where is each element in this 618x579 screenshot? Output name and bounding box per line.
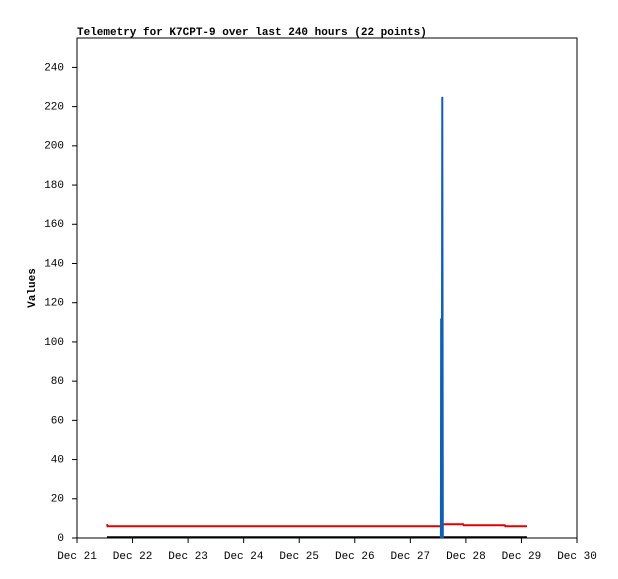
x-tick-label: Dec 30 [557, 551, 597, 563]
y-tick-label: 120 [44, 298, 64, 310]
y-tick-label: 240 [44, 62, 64, 74]
x-tick-label: Dec 26 [335, 551, 375, 563]
x-tick-label: Dec 25 [279, 551, 319, 563]
y-tick-label: 60 [51, 415, 64, 427]
y-tick-label: 140 [44, 258, 64, 270]
x-tick-label: Dec 22 [113, 551, 153, 563]
x-tick-label: Dec 27 [391, 551, 431, 563]
series-line [439, 96, 444, 539]
y-tick-label: 180 [44, 180, 64, 192]
x-tick-label: Dec 24 [224, 551, 264, 563]
x-tick-label: Dec 28 [446, 551, 486, 563]
y-tick-label: 200 [44, 141, 64, 153]
y-tick-label: 20 [51, 494, 64, 506]
x-tick-label: Dec 21 [57, 551, 97, 563]
y-axis-label: Values [27, 268, 39, 308]
x-tick-label: Dec 23 [168, 551, 208, 563]
y-tick-label: 0 [57, 533, 64, 545]
y-tick-label: 160 [44, 219, 64, 231]
y-tick-label: 220 [44, 102, 64, 114]
plot-frame [76, 37, 578, 539]
chart-title: Telemetry for K7CPT-9 over last 240 hour… [77, 27, 427, 39]
y-tick-label: 40 [51, 454, 64, 466]
x-tick-label: Dec 29 [502, 551, 542, 563]
y-tick-label: 80 [51, 376, 64, 388]
series-line [106, 523, 527, 528]
y-tick-label: 100 [44, 337, 64, 349]
